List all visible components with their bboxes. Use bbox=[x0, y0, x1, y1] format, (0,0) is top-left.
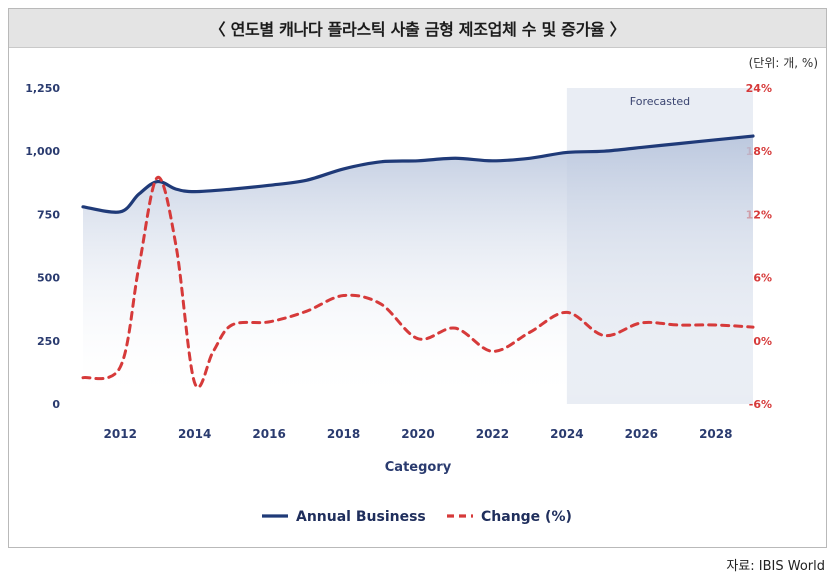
y-right-tick-label: 24% bbox=[746, 82, 772, 95]
x-tick-label: 2020 bbox=[401, 427, 434, 441]
y-left-tick-label: 1,000 bbox=[25, 145, 60, 158]
x-tick-label: 2014 bbox=[178, 427, 211, 441]
x-tick-label: 2028 bbox=[699, 427, 732, 441]
x-tick-label: 2012 bbox=[104, 427, 137, 441]
forecast-label: Forecasted bbox=[630, 95, 690, 108]
y-right-tick-label: 0% bbox=[753, 335, 772, 348]
annual-business-line bbox=[81, 134, 755, 214]
source-note: 자료: IBIS World bbox=[726, 559, 825, 574]
y-left-tick-label: 250 bbox=[37, 335, 60, 348]
x-tick-label: 2022 bbox=[476, 427, 509, 441]
y-left-tick-label: 1,250 bbox=[25, 82, 60, 95]
x-tick-label: 2018 bbox=[327, 427, 360, 441]
y-right-tick-label: -6% bbox=[749, 398, 772, 411]
legend-label: Annual Business bbox=[296, 509, 426, 525]
y-left-tick-label: 0 bbox=[52, 398, 60, 411]
x-tick-label: 2016 bbox=[252, 427, 285, 441]
y-right-tick-label: 6% bbox=[753, 272, 772, 285]
annual-business-area bbox=[83, 136, 753, 405]
unit-note: (단위: 개, %) bbox=[748, 56, 818, 70]
y-left-tick-label: 500 bbox=[37, 272, 60, 285]
x-tick-label: 2024 bbox=[550, 427, 583, 441]
x-tick-label: 2026 bbox=[625, 427, 658, 441]
chart-title: 〈 연도별 캐나다 플라스틱 사출 금형 제조업체 수 및 증가율 〉 bbox=[9, 9, 826, 48]
y-left-tick-label: 750 bbox=[37, 208, 60, 221]
legend-label: Change (%) bbox=[481, 509, 572, 525]
change-percent-line bbox=[81, 176, 755, 389]
x-axis-title: Category bbox=[385, 460, 452, 475]
